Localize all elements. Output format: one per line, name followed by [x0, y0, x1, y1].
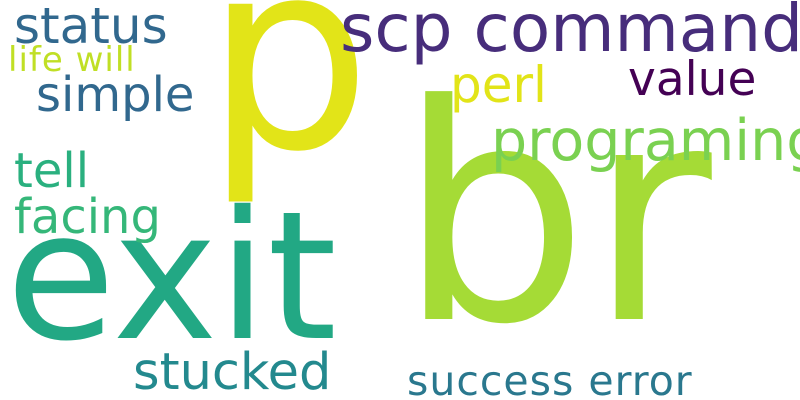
word-exit: exit [6, 173, 337, 380]
word-scp-command: scp command [340, 0, 800, 67]
word-simple: simple [36, 67, 195, 123]
word-stucked: stucked [133, 343, 332, 400]
word-value: value [628, 52, 757, 107]
word-p: p [205, 0, 372, 209]
word-success-error: success error [407, 357, 693, 400]
word-br: br [398, 41, 712, 390]
word-perl: perl [450, 56, 547, 114]
word-status: status [14, 0, 168, 55]
word-tell: tell [14, 143, 90, 199]
word-life-will: life will [8, 40, 136, 80]
word-programing: programing [491, 108, 800, 174]
word-facing: facing [14, 189, 161, 245]
